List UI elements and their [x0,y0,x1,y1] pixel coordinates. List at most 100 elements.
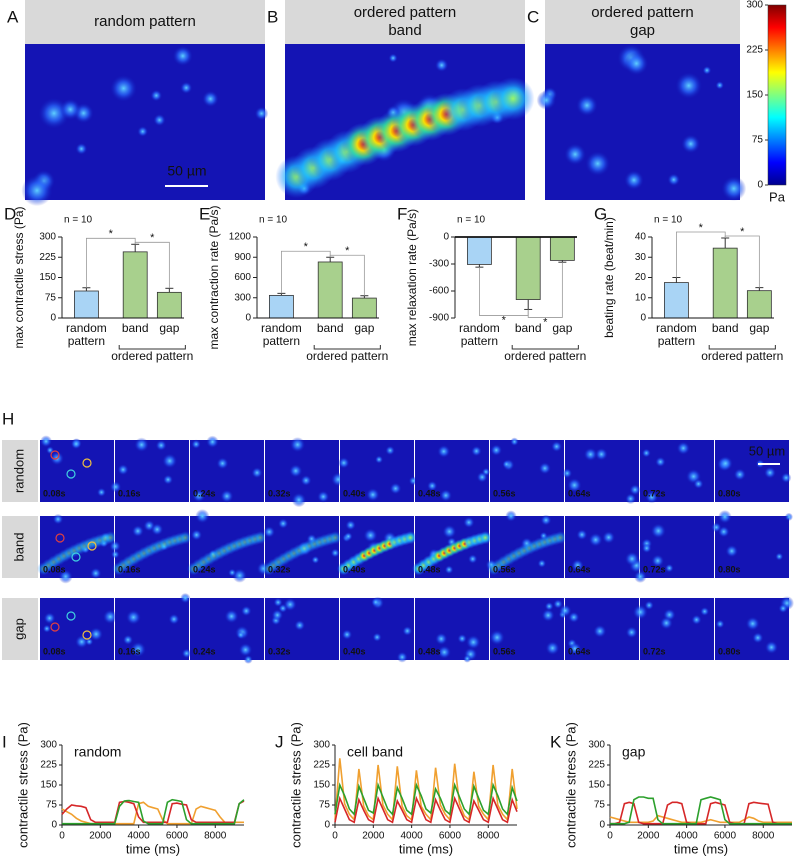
heatmap-blob [43,612,56,625]
y-tick-label: 150 [40,780,57,791]
x-tick-label: gap [354,322,375,335]
x-tick-label-box: random pattern [459,322,500,348]
heatmap-blob [437,645,452,659]
bar [156,291,182,319]
x-tick-label: random pattern [66,322,107,348]
x-tick-label: 6000 [439,831,462,842]
panel-label: J [275,732,284,751]
y-tick-label: -300 [429,259,449,270]
group-label: ordered pattern [701,350,784,363]
significance-bracket [527,262,563,318]
group-bracket [708,345,776,350]
heatmap-blob [510,437,519,446]
heatmap-blob [191,439,201,449]
x-tick-label: 0 [607,831,613,842]
heatmap-blob [551,441,563,452]
significance-bracket [676,231,726,278]
significance-bracket [134,241,170,289]
x-tick-label-box: band [712,322,739,335]
heatmap-blob [505,510,517,522]
row-label: random [11,449,26,493]
y-tick-label: 300 [39,232,56,243]
heatmap-blob [434,58,449,72]
panel-label: F [397,204,407,223]
frame-time: 0.16s [118,646,141,656]
heatmap-blob [110,74,137,102]
heatmap-blob [90,567,102,579]
heatmap-blob [402,626,413,636]
heatmap-title: random pattern [94,13,196,30]
heatmap-blob [202,90,219,108]
heatmap-title: gap [630,22,655,39]
heatmap-blob [343,531,353,541]
group-label-box: ordered pattern [504,350,586,363]
heatmap-blob [467,554,478,564]
y-tick-label: 0 [50,313,56,324]
row-label-bg [2,516,38,578]
heatmap-blob [294,619,306,631]
y-tick-label: 30 [635,252,647,263]
heatmap-blob [46,446,55,455]
frame-time: 0.32s [268,564,291,574]
x-tick-label: 0 [332,831,338,842]
bar [746,290,772,319]
heatmap-blob [180,81,193,94]
frame-time: 0.16s [118,488,141,498]
y-tick-label: 900 [234,252,251,263]
y-tick-label: 150 [313,780,330,791]
series-line [62,798,245,825]
heatmap-blob [150,523,164,536]
heatmap-blob [374,455,384,464]
heatmap-blob [444,565,454,575]
series-line [61,801,244,825]
heatmap-blob [651,554,665,568]
significance-bracket [86,237,136,288]
heatmap-blob [718,525,730,538]
bar [515,236,541,300]
heatmap-blob [602,531,616,544]
significance-mark: * [304,241,309,253]
y-tick-label: 75 [319,800,331,811]
heatmap-blob [466,634,481,650]
x-tick-label: 6000 [166,831,189,842]
x-tick-label: 4000 [401,831,424,842]
y-tick-label: 0 [599,820,605,831]
heatmap-band [403,531,417,545]
heatmap-blob [330,548,340,558]
heatmap-blob [718,456,733,471]
heatmap-blob [206,435,219,449]
heatmap-blob [733,468,746,481]
colorbar-tick-label: 0 [757,180,763,191]
heatmap-blob [675,72,703,99]
x-tick-label: gap [552,322,573,335]
x-tick-label-box: band [122,322,149,335]
panel-label: G [594,204,607,223]
scale-bar-label: 50 µm [167,163,206,179]
chart-title: random [74,744,121,760]
y-tick-label: 75 [594,800,606,811]
heatmap-title: band [388,22,421,39]
heatmap-blob [700,606,710,616]
bar [122,251,148,319]
tracking-roi [82,458,92,468]
bar [268,294,294,319]
heatmap-blob [588,532,603,547]
significance-mark: * [345,245,350,257]
heatmap-blob [576,94,598,117]
heatmap-blob [625,626,638,639]
heatmap-blob [553,599,563,609]
heatmap-blob [536,90,557,110]
heatmap-blob [645,490,659,504]
heatmap-blob [538,462,551,475]
frame-time: 0.56s [493,646,516,656]
x-tick-label: random pattern [261,322,302,348]
heatmap-blob [541,608,555,622]
heatmap-blob [341,629,353,640]
frame-time: 0.08s [43,564,66,574]
frame-time: 0.64s [568,564,591,574]
heatmap-blob [435,632,448,645]
heatmap-blob [427,480,438,492]
row-label-bg [2,598,38,660]
y-tick-label: 10 [635,292,647,303]
x-tick-label: random pattern [459,322,500,348]
